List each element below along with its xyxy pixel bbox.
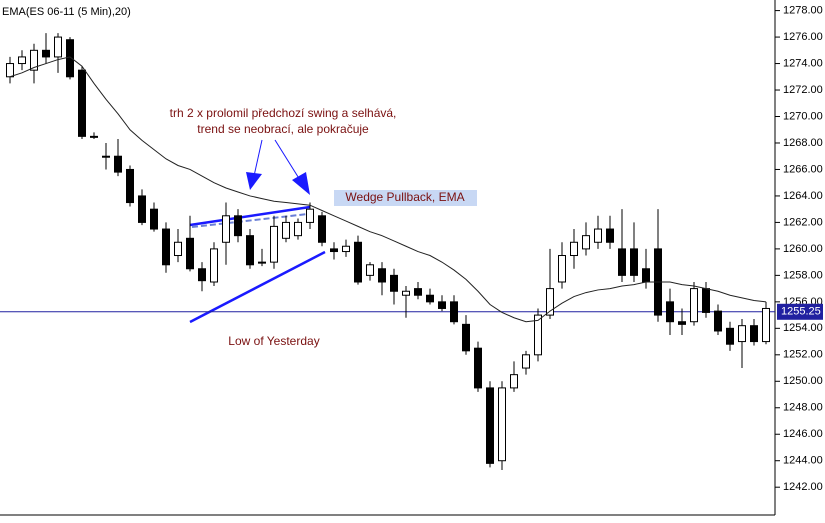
candle-body xyxy=(330,248,338,253)
candle-body xyxy=(318,215,326,243)
y-tick-label: 1254.00 xyxy=(783,322,823,334)
candle-body xyxy=(414,288,422,296)
y-tick-label: 1268.00 xyxy=(783,137,823,149)
annotation: Wedge Pullback, EMA xyxy=(345,190,464,204)
candle-body xyxy=(666,301,674,323)
candle-body xyxy=(474,347,482,389)
candle-body xyxy=(198,268,206,282)
candle-body xyxy=(438,301,446,309)
candle-body xyxy=(594,228,602,243)
candle-body xyxy=(726,327,734,345)
candle-body xyxy=(306,208,314,223)
ema-line xyxy=(9,56,767,323)
candle-body xyxy=(270,225,278,263)
candle-body xyxy=(510,374,518,389)
candle-body xyxy=(42,49,50,58)
candle-body xyxy=(102,155,110,158)
y-tick-label: 1266.00 xyxy=(783,163,823,175)
candle-body xyxy=(78,69,86,137)
candle-body xyxy=(642,268,650,283)
y-tick-label: 1246.00 xyxy=(783,428,823,440)
y-tick-label: 1274.00 xyxy=(783,57,823,69)
candle-body xyxy=(18,56,26,65)
candle-body xyxy=(462,323,470,352)
candle-body xyxy=(114,155,122,173)
candle-body xyxy=(402,290,410,296)
candle-body xyxy=(342,245,350,253)
candle-body xyxy=(534,314,542,356)
y-tick-label: 1258.00 xyxy=(783,269,823,281)
y-tick-label: 1242.00 xyxy=(783,481,823,493)
candle-body xyxy=(186,237,194,270)
candle-body xyxy=(702,288,710,313)
candle-body xyxy=(150,208,158,230)
candle-body xyxy=(30,49,38,71)
y-tick-label: 1244.00 xyxy=(783,455,823,467)
candle-body xyxy=(618,248,626,276)
candle-body xyxy=(522,354,530,369)
candle-body xyxy=(390,274,398,292)
candle-body xyxy=(678,321,686,325)
candle-body xyxy=(66,39,74,78)
candle-body xyxy=(498,387,506,462)
candle-body xyxy=(54,36,62,58)
candle-body xyxy=(630,248,638,276)
y-tick-label: 1272.00 xyxy=(783,84,823,96)
candle-body xyxy=(258,261,266,264)
candle-body xyxy=(558,255,566,283)
candle-body xyxy=(246,235,254,266)
candle-body xyxy=(126,168,134,204)
candle-body xyxy=(366,264,374,276)
candle-body xyxy=(378,268,386,283)
y-tick-label: 1248.00 xyxy=(783,402,823,414)
candle-body xyxy=(282,221,290,239)
candle-body xyxy=(606,228,614,243)
candle-body xyxy=(582,235,590,250)
candle-body xyxy=(174,241,182,257)
annotation: trh 2 x prolomil předchozí swing a selhá… xyxy=(170,106,397,120)
candle-body xyxy=(762,307,770,343)
candle-body xyxy=(354,241,362,283)
y-tick-label: 1276.00 xyxy=(783,31,823,43)
candle-body xyxy=(138,195,146,223)
candle-body xyxy=(162,228,170,266)
candle-body xyxy=(486,387,494,464)
candle-body xyxy=(426,294,434,303)
candle-body xyxy=(690,288,698,323)
chart-title: EMA(ES 06-11 (5 Min),20) xyxy=(2,6,131,18)
candle-body xyxy=(210,248,218,283)
label-box xyxy=(334,190,477,206)
y-tick-label: 1270.00 xyxy=(783,110,823,122)
wedge-drawing xyxy=(189,139,326,324)
candle-body xyxy=(714,310,722,332)
candle-body xyxy=(750,325,758,343)
y-tick-label: 1252.00 xyxy=(783,349,823,361)
candle-body xyxy=(234,215,242,237)
price-box xyxy=(777,303,823,320)
candle-body xyxy=(546,288,554,316)
candle-body xyxy=(294,221,302,237)
y-tick-label: 1260.00 xyxy=(783,243,823,255)
annotation: trend se neobrací, ale pokračuje xyxy=(197,122,369,136)
candle-body xyxy=(738,325,746,343)
annotation: Low of Yesterday xyxy=(228,334,319,348)
candle-body xyxy=(90,135,98,138)
y-tick-label: 1264.00 xyxy=(783,190,823,202)
candle-body xyxy=(222,215,230,243)
y-tick-label: 1278.00 xyxy=(783,4,823,16)
candle-body xyxy=(570,241,578,257)
y-tick-label: 1250.00 xyxy=(783,375,823,387)
price-label: 1255.25 xyxy=(781,306,821,318)
y-tick-label: 1262.00 xyxy=(783,216,823,228)
candle-body xyxy=(450,301,458,323)
candle-body xyxy=(6,63,14,78)
